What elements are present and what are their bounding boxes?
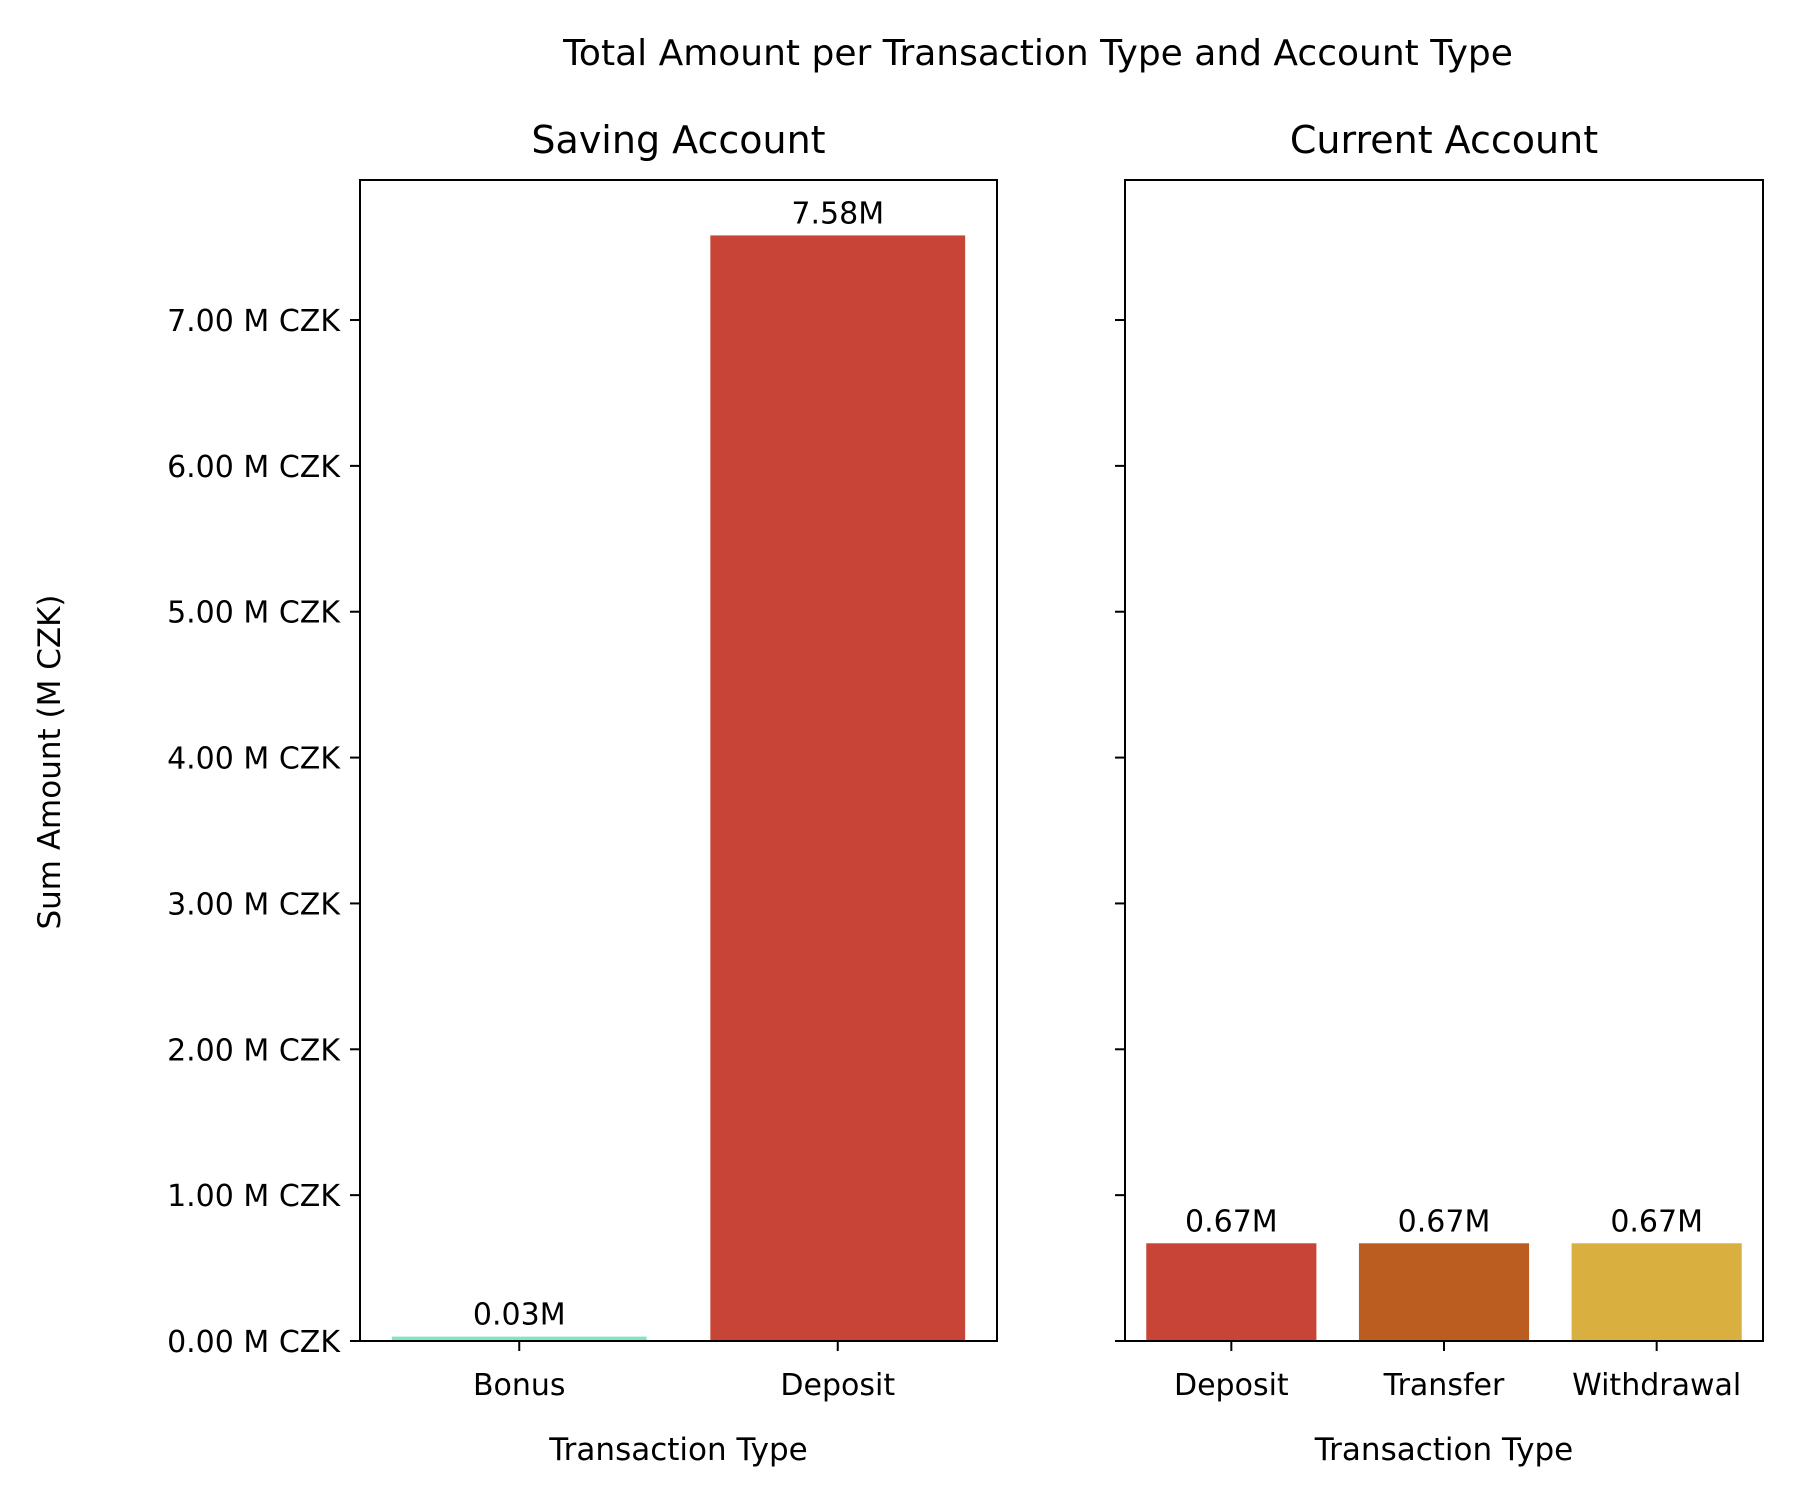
y-axis-label: Sum Amount (M CZK) — [32, 594, 68, 929]
x-tick-label: Deposit — [1174, 1368, 1289, 1403]
chart-title: Total Amount per Transaction Type and Ac… — [562, 33, 1513, 74]
x-axis-label: Transaction Type — [1314, 1432, 1573, 1468]
x-tick-label: Withdrawal — [1572, 1368, 1741, 1403]
panel-title: Current Account — [1290, 118, 1598, 162]
bar-withdrawal — [1571, 1243, 1742, 1341]
y-tick-label: 4.00 M CZK — [167, 742, 341, 777]
bar-deposit — [1146, 1243, 1317, 1341]
panels: 0.03M Bonus 7.58M Deposit 0.00 M CZK 1.00 M C… — [167, 118, 1764, 1468]
x-tick-label: Transfer — [1383, 1368, 1505, 1403]
y-tick-label: 1.00 M CZK — [167, 1179, 341, 1214]
axes-frame — [1124, 179, 1764, 1342]
y-tick-label: 0.00 M CZK — [167, 1325, 341, 1360]
bar-deposit — [710, 235, 966, 1342]
x-tick-label: Bonus — [473, 1368, 566, 1403]
bar-value-label: 0.67M — [1398, 1204, 1491, 1239]
bar-value-label: 7.58M — [791, 196, 884, 231]
bar-value-label: 0.67M — [1610, 1204, 1703, 1239]
y-tick-label: 5.00 M CZK — [167, 596, 341, 631]
y-tick-label: 6.00 M CZK — [167, 450, 341, 485]
bar-value-label: 0.67M — [1185, 1204, 1278, 1239]
bar-bonus — [391, 1336, 647, 1341]
axes-frame — [359, 179, 998, 1342]
panel-title: Saving Account — [531, 118, 825, 162]
panel-1: 0.67M Deposit 0.67M Transfer 0.67M Withdrawal… — [1115, 118, 1764, 1468]
bar-value-label: 0.03M — [473, 1298, 566, 1333]
y-tick-label: 7.00 M CZK — [167, 304, 341, 339]
x-tick-label: Deposit — [780, 1368, 895, 1403]
x-axis-label: Transaction Type — [548, 1432, 807, 1468]
panel-0: 0.03M Bonus 7.58M Deposit 0.00 M CZK 1.00 M C… — [167, 118, 998, 1468]
y-tick-label: 2.00 M CZK — [167, 1033, 341, 1068]
bar-transfer — [1358, 1243, 1530, 1341]
y-tick-label: 3.00 M CZK — [167, 887, 341, 922]
